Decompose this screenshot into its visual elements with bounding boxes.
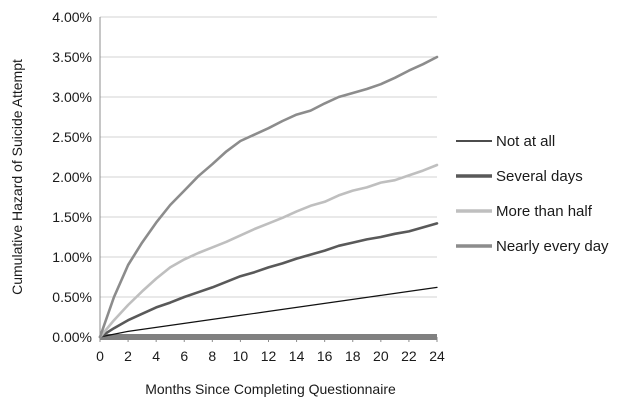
x-axis-ticks: 0 2 4 6 8 10 12 14 16 18 20 22 24 bbox=[96, 337, 445, 364]
x-tick-label: 8 bbox=[208, 348, 216, 364]
series-line-nearly-every-day bbox=[98, 55, 439, 339]
x-tick-label: 16 bbox=[317, 348, 333, 364]
y-axis-title: Cumulative Hazard of Suicide Attempt bbox=[9, 59, 25, 295]
y-tick-label: 0.50% bbox=[52, 289, 92, 305]
x-axis-baseline bbox=[100, 334, 437, 340]
legend-label: Several days bbox=[496, 168, 583, 185]
y-axis-ticks: 0.00% 0.50% 1.00% 1.50% 2.00% 2.50% 3.00% 3.50%… bbox=[52, 9, 92, 345]
y-tick-label: 3.50% bbox=[52, 49, 92, 65]
series-line-several-days bbox=[98, 222, 439, 339]
x-tick-label: 2 bbox=[124, 348, 132, 364]
y-tick-label: 1.50% bbox=[52, 209, 92, 225]
gridlines bbox=[100, 16, 437, 298]
x-tick-label: 14 bbox=[289, 348, 305, 364]
y-tick-label: 4.00% bbox=[52, 9, 92, 25]
x-tick-label: 0 bbox=[96, 348, 104, 364]
x-axis-title: Months Since Completing Questionnaire bbox=[145, 381, 396, 397]
x-tick-label: 18 bbox=[345, 348, 361, 364]
legend-label: More than half bbox=[496, 203, 593, 220]
y-tick-label: 1.00% bbox=[52, 249, 92, 265]
x-tick-label: 4 bbox=[152, 348, 160, 364]
series-line-not-at-all bbox=[99, 286, 438, 338]
x-tick-label: 24 bbox=[429, 348, 445, 364]
y-tick-label: 2.50% bbox=[52, 129, 92, 145]
x-tick-label: 20 bbox=[373, 348, 389, 364]
x-tick-label: 10 bbox=[233, 348, 249, 364]
y-tick-label: 2.00% bbox=[52, 169, 92, 185]
y-tick-label: 0.00% bbox=[52, 329, 92, 345]
legend-label: Nearly every day bbox=[496, 238, 609, 255]
x-tick-label: 12 bbox=[261, 348, 277, 364]
y-tick-label: 3.00% bbox=[52, 89, 92, 105]
legend-label: Not at all bbox=[496, 133, 555, 150]
series-line-more-than-half bbox=[98, 163, 439, 339]
x-tick-label: 6 bbox=[180, 348, 188, 364]
series-lines bbox=[98, 55, 439, 339]
x-tick-label: 22 bbox=[401, 348, 417, 364]
legend: Not at all Several days More than half Near… bbox=[456, 133, 609, 255]
